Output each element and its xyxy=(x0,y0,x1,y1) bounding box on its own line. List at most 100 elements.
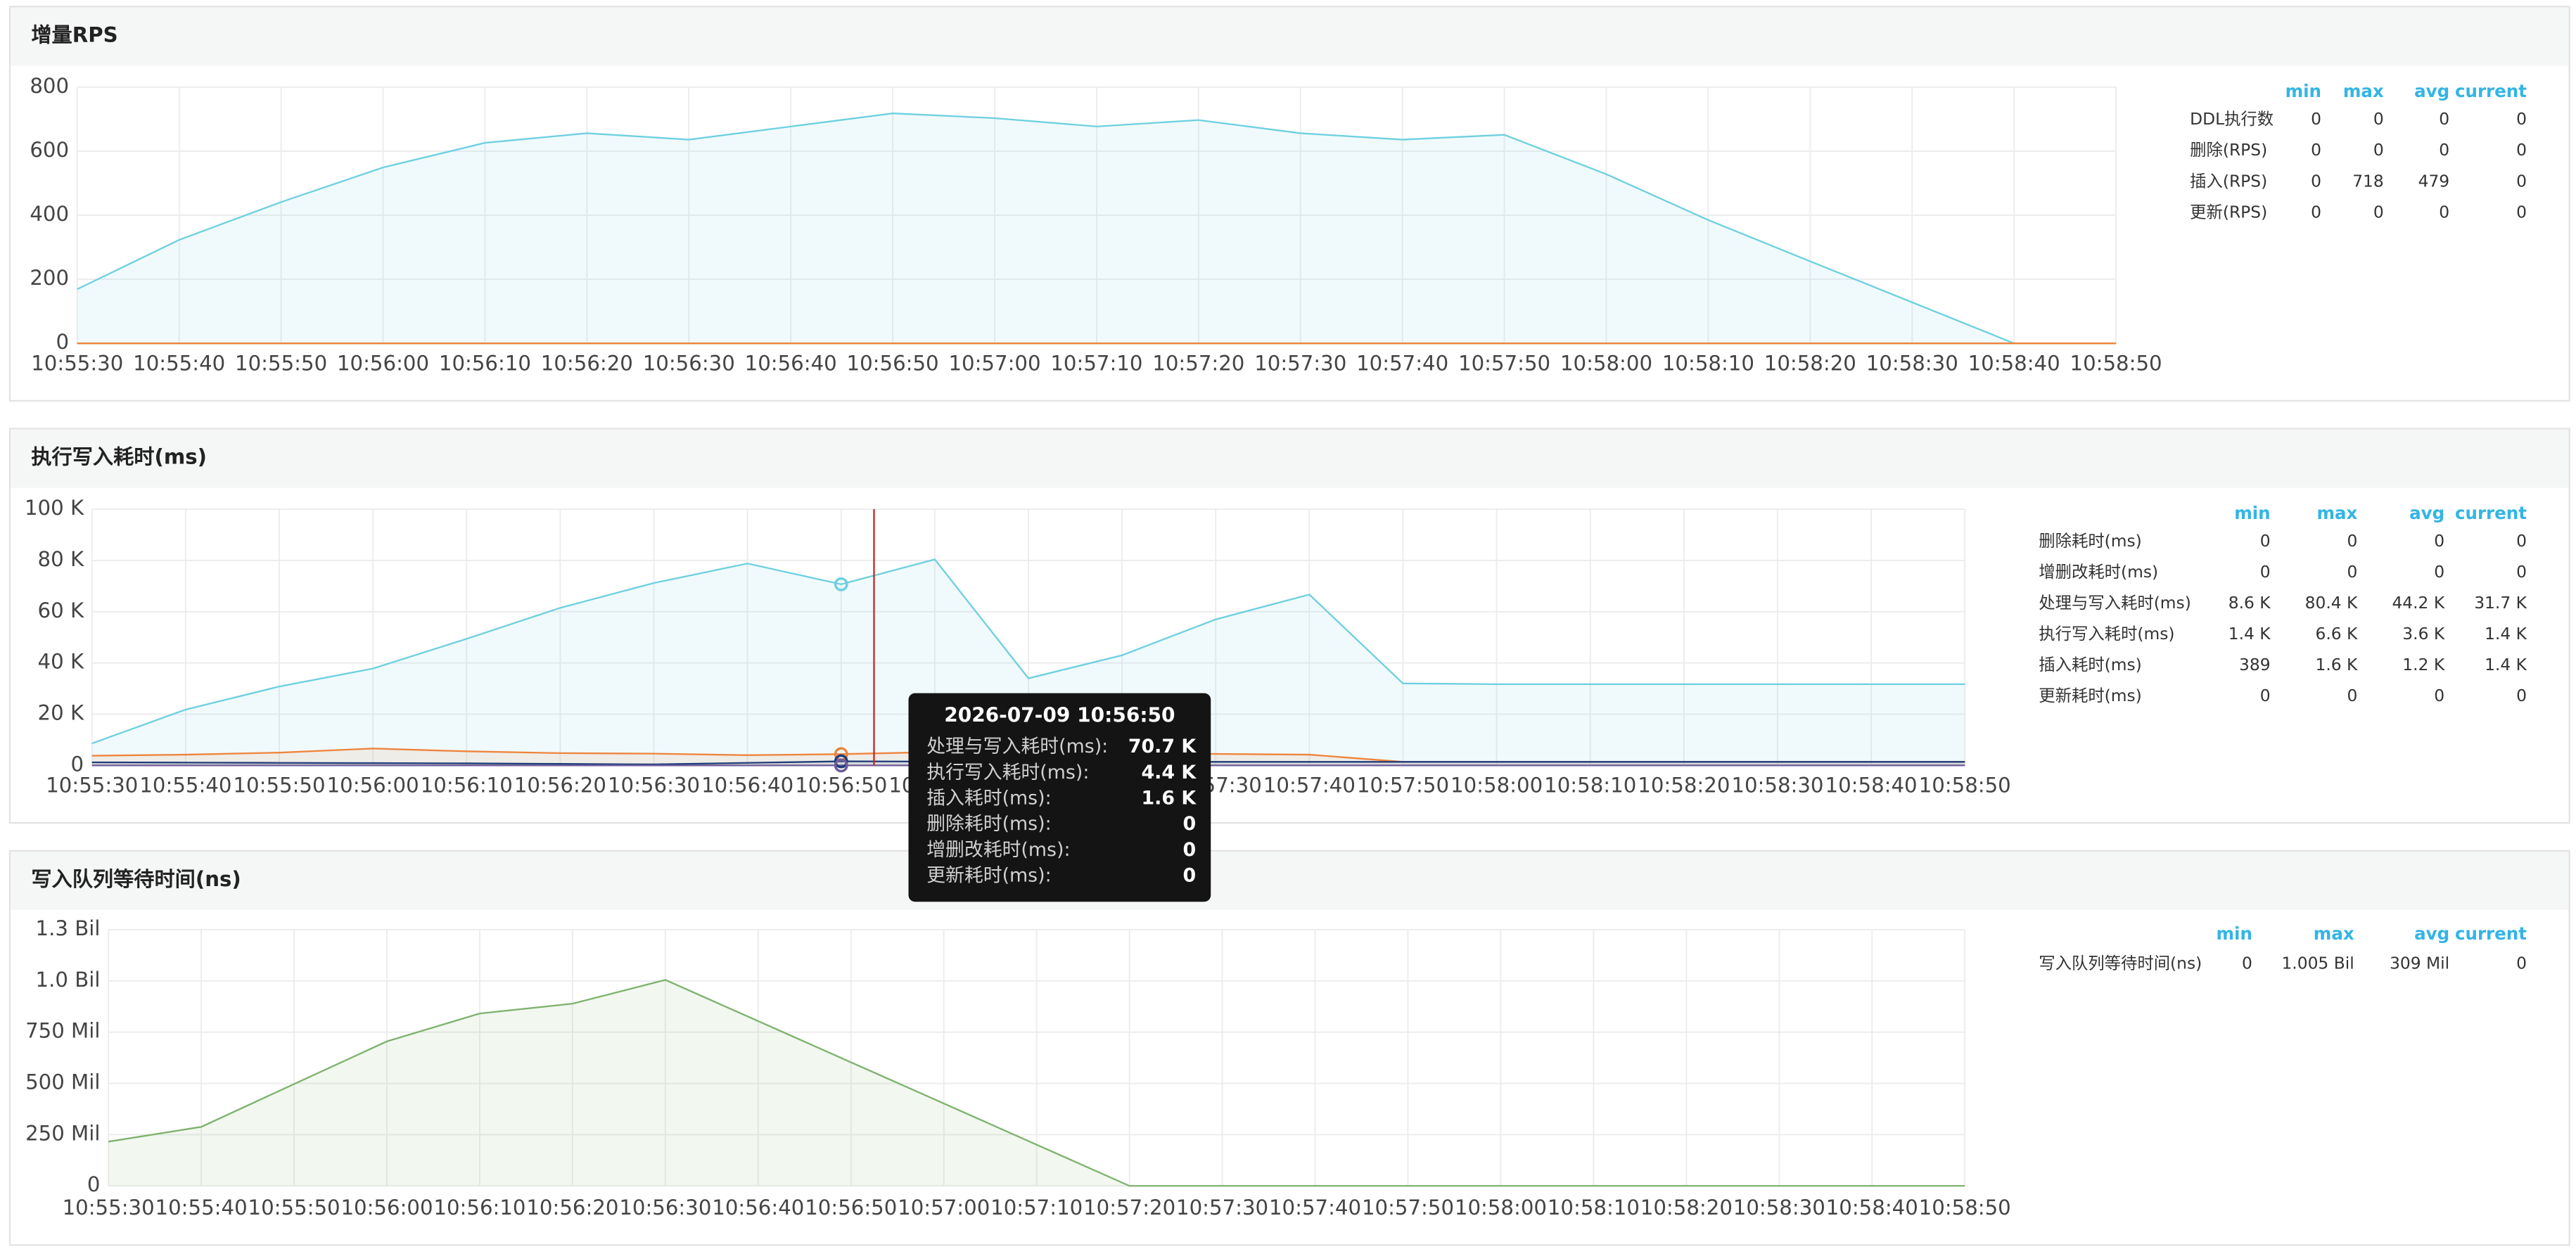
y-tick-label: 750 Mil xyxy=(25,1019,100,1043)
x-tick-label: 10:57:40 xyxy=(1356,352,1448,376)
y-tick-label: 0 xyxy=(71,752,84,776)
stats-header: min xyxy=(2285,81,2321,101)
stats-cell: 1.4 K xyxy=(2485,624,2527,643)
x-tick-label: 10:58:50 xyxy=(2070,352,2162,376)
legend-name: 增删改耗时(ms) xyxy=(2039,562,2158,582)
x-tick-label: 10:56:10 xyxy=(439,352,531,376)
x-tick-label: 10:55:50 xyxy=(235,352,327,376)
tooltip-value: 0 xyxy=(1183,865,1197,887)
stats-cell: 80.4 K xyxy=(2305,593,2358,613)
tooltip-label: 处理与写入耗时(ms): xyxy=(926,736,1108,757)
stats-cell: 309 Mil xyxy=(2390,953,2449,973)
tooltip-label: 删除耗时(ms): xyxy=(926,813,1052,835)
y-tick-label: 600 xyxy=(30,138,69,162)
x-tick-label: 10:55:50 xyxy=(248,1196,340,1219)
x-tick-label: 10:56:30 xyxy=(608,774,700,798)
overlay: 2026-07-09 10:56:50 处理与写入耗时(ms): 70.7 K 执行写… xyxy=(834,509,1211,902)
stats-header: max xyxy=(2316,503,2357,523)
x-tick-label: 10:58:30 xyxy=(1733,1196,1825,1219)
legend-name: 写入队列等待时间(ns) xyxy=(2039,953,2202,973)
stats-cell: 0 xyxy=(2373,202,2384,222)
stats-cell: 3.6 K xyxy=(2402,624,2445,643)
tooltip-label: 更新耗时(ms): xyxy=(926,865,1052,887)
x-tick-label: 10:55:30 xyxy=(63,1196,155,1219)
tooltip-value: 0 xyxy=(1183,839,1197,861)
hover-point xyxy=(834,577,848,591)
stats-header: max xyxy=(2314,923,2354,944)
tooltip-value: 0 xyxy=(1183,813,1197,835)
panel-frame xyxy=(8,428,2570,824)
x-tick-label: 10:58:40 xyxy=(1968,352,2060,376)
x-tick-label: 10:55:30 xyxy=(31,352,123,376)
x-tick-label: 10:56:20 xyxy=(526,1196,618,1219)
x-tick-label: 10:57:40 xyxy=(1269,1196,1361,1219)
x-tick-label: 10:56:10 xyxy=(421,774,513,798)
series-line xyxy=(108,979,1965,1187)
x-tick-label: 10:58:00 xyxy=(1450,774,1543,798)
x-tick-label: 10:58:40 xyxy=(1825,774,1918,798)
y-tick-label: 80 K xyxy=(38,547,84,571)
stats-cell: 0 xyxy=(2439,140,2449,160)
x-tick-label: 10:58:10 xyxy=(1544,774,1636,798)
stats-cell: 8.6 K xyxy=(2229,593,2271,613)
x-tick-label: 10:58:30 xyxy=(1731,774,1823,798)
stats-cell: 0 xyxy=(2516,953,2527,973)
tooltip-label: 执行写入耗时(ms): xyxy=(926,762,1089,783)
tooltip-value: 4.4 K xyxy=(1142,762,1197,783)
series-line xyxy=(91,558,1965,745)
x-tick-label: 10:57:10 xyxy=(1050,352,1142,376)
stats-cell: 6.6 K xyxy=(2316,624,2359,643)
legend-name: 插入耗时(ms) xyxy=(2039,655,2141,674)
y-tick-label: 1.0 Bil xyxy=(36,968,101,992)
x-tick-label: 10:58:10 xyxy=(1662,352,1754,376)
stats-cell: 0 xyxy=(2373,140,2384,160)
stats-header: max xyxy=(2343,81,2384,101)
stats-cell: 479 xyxy=(2418,171,2450,191)
y-tick-label: 500 Mil xyxy=(25,1070,100,1094)
stats-cell: 0 xyxy=(2347,686,2358,705)
tooltip-value: 1.6 K xyxy=(1142,788,1197,809)
y-tick-label: 0 xyxy=(87,1172,101,1196)
stats-cell: 0 xyxy=(2439,109,2449,129)
x-tick-label: 10:58:20 xyxy=(1640,1196,1733,1219)
stats-cell: 0 xyxy=(2434,686,2444,705)
tooltip-label: 插入耗时(ms): xyxy=(926,788,1052,809)
hover-point xyxy=(834,754,848,769)
stats-cell: 0 xyxy=(2516,686,2527,705)
panel: 增量RPS 0 200 400 600 800 10:55:30 10:55:40 10:55:… xyxy=(8,6,2570,402)
y-tick-label: 250 Mil xyxy=(25,1121,100,1145)
y-tick-label: 200 xyxy=(30,266,69,290)
y-tick-label: 800 xyxy=(30,74,69,98)
panel-title: 执行写入耗时(ms) xyxy=(31,445,207,469)
x-tick-label: 10:57:50 xyxy=(1362,1196,1454,1219)
stats-cell: 0 xyxy=(2347,562,2358,582)
tooltip-title: 2026-07-09 10:56:50 xyxy=(944,703,1175,726)
stats-cell: 0 xyxy=(2516,202,2527,222)
series-area xyxy=(108,980,1965,1186)
x-tick-label: 10:58:50 xyxy=(1919,1196,2011,1219)
x-tick-label: 10:56:40 xyxy=(745,352,837,376)
stats-cell: 0 xyxy=(2516,171,2527,191)
stats-cell: 0 xyxy=(2311,171,2321,191)
stats-cell: 0 xyxy=(2439,202,2449,222)
tooltip-value: 70.7 K xyxy=(1128,736,1197,757)
x-tick-label: 10:57:00 xyxy=(948,352,1040,376)
panel-frame xyxy=(8,850,2570,1246)
x-tick-label: 10:57:50 xyxy=(1357,774,1449,798)
y-tick-label: 0 xyxy=(56,330,70,354)
x-tick-label: 10:58:30 xyxy=(1866,352,1958,376)
stats-cell: 0 xyxy=(2347,531,2358,551)
stats-cell: 0 xyxy=(2260,531,2271,551)
series-area xyxy=(91,559,1965,766)
legend-name: 更新(RPS) xyxy=(2190,202,2267,222)
x-tick-label: 10:58:40 xyxy=(1826,1196,1918,1219)
stats-cell: 44.2 K xyxy=(2392,593,2444,613)
y-tick-label: 400 xyxy=(30,202,69,226)
panel-title: 增量RPS xyxy=(31,23,117,46)
x-tick-label: 10:58:20 xyxy=(1764,352,1856,376)
x-tick-label: 10:56:20 xyxy=(541,352,633,376)
x-tick-label: 10:56:00 xyxy=(337,352,429,376)
x-tick-label: 10:55:40 xyxy=(133,352,225,376)
x-tick-label: 10:58:50 xyxy=(1919,774,2011,798)
